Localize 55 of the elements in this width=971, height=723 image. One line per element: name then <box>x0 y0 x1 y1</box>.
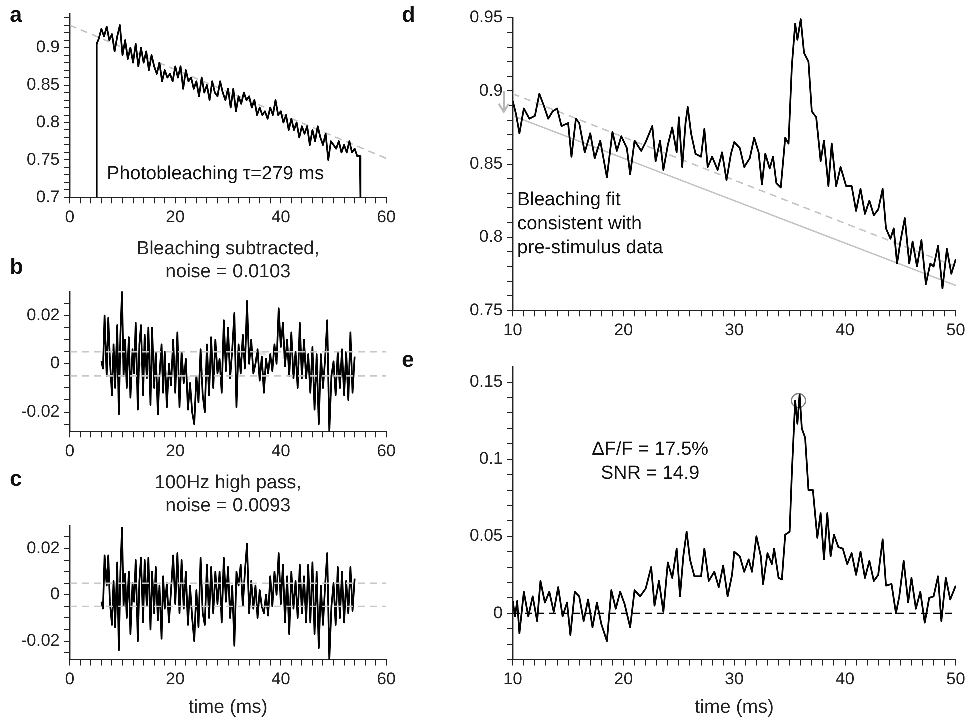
text: d <box>402 2 416 27</box>
y-tick-label: 0 <box>494 603 503 622</box>
x-tick-label: 40 <box>272 670 290 689</box>
line-series <box>102 350 357 380</box>
x-tick-label: 40 <box>272 207 290 226</box>
y-tick-label: 0.75 <box>26 150 60 169</box>
y-tick-label: 0.02 <box>26 538 60 558</box>
y-tick-label: 0.1 <box>479 449 503 468</box>
y-tick-label: -0.02 <box>21 402 60 421</box>
x-tick-label: 60 <box>377 670 396 689</box>
chart-title: Bleaching subtracted, noise = 0.0103 <box>136 238 320 282</box>
annotation: ΔF/F = 17.5% SNR = 14.9 <box>592 438 709 484</box>
y-tick-label: 0.7 <box>36 187 60 206</box>
x-tick-label: 30 <box>725 320 744 340</box>
x-axis-title: time (ms) <box>694 696 774 718</box>
y-tick-label: 0.02 <box>26 305 60 324</box>
text: e <box>402 347 414 372</box>
text: b <box>10 254 24 279</box>
x-tick-label: 10 <box>504 670 522 689</box>
x-tick-label: 20 <box>166 670 185 689</box>
annotation: Photobleaching τ=279 ms <box>107 163 324 184</box>
y-tick-label: 0.85 <box>470 154 503 173</box>
y-tick-label: 0.9 <box>479 80 503 100</box>
x-tick-label: 40 <box>836 670 855 689</box>
x-tick-label: 20 <box>614 320 634 340</box>
y-tick-label: 0.85 <box>26 75 60 94</box>
x-tick-label: 40 <box>272 441 290 460</box>
y-tick-label: 0 <box>50 354 60 373</box>
chart-title: 100Hz high pass, noise = 0.0093 <box>154 472 302 516</box>
y-tick-label: 0.95 <box>470 8 503 27</box>
x-tick-label: 20 <box>166 207 185 226</box>
x-tick-label: 0 <box>65 207 75 226</box>
annotation: Bleaching fit consistent with pre-stimulus data <box>517 189 664 258</box>
y-tick-label: 0.15 <box>470 372 503 392</box>
y-tick-label: 0.8 <box>479 227 503 246</box>
x-tick-label: 20 <box>166 441 185 460</box>
y-tick-label: 0.8 <box>36 112 60 132</box>
y-tick-label: 0.75 <box>470 300 503 320</box>
x-tick-label: 0 <box>65 441 75 460</box>
y-tick-label: 0 <box>50 584 60 604</box>
x-tick-label: 0 <box>65 670 75 689</box>
y-tick-label: 0.05 <box>470 526 503 546</box>
x-tick-label: 50 <box>946 670 966 689</box>
x-tick-label: 60 <box>377 207 396 226</box>
x-tick-label: 50 <box>946 320 966 340</box>
text: a <box>10 2 23 27</box>
x-axis-title: time (ms) <box>188 696 268 718</box>
x-tick-label: 10 <box>504 320 522 340</box>
y-tick-label: -0.02 <box>21 630 60 650</box>
x-tick-label: 30 <box>725 670 744 689</box>
x-tick-label: 40 <box>836 320 855 340</box>
x-tick-label: 20 <box>614 670 634 689</box>
y-tick-label: 0.9 <box>36 38 60 57</box>
text: c <box>10 466 22 491</box>
x-tick-label: 60 <box>377 441 396 460</box>
